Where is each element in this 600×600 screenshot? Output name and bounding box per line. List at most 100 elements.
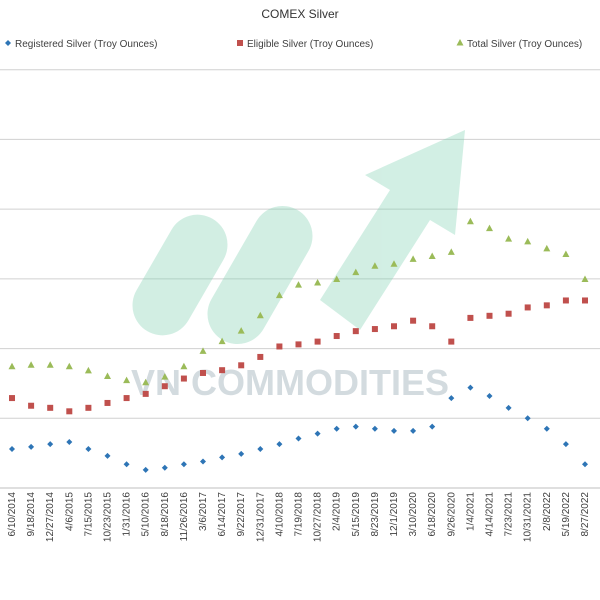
data-point: [562, 297, 569, 304]
x-tick-label: 5/15/2019: [351, 492, 362, 537]
data-point: [543, 302, 550, 309]
data-point: [524, 415, 531, 422]
x-tick-label: 9/18/2014: [26, 492, 37, 537]
data-point: [562, 441, 569, 448]
x-tick-label: 8/18/2016: [160, 492, 171, 537]
x-tick-label: 5/19/2022: [561, 492, 572, 537]
x-tick-label: 8/27/2022: [580, 492, 591, 537]
data-point: [505, 310, 512, 317]
x-tick-label: 10/23/2015: [103, 492, 114, 542]
data-point: [314, 430, 321, 437]
x-tick-label: 4/10/2018: [274, 492, 285, 537]
data-point: [371, 425, 378, 432]
data-point: [456, 39, 464, 46]
data-point: [84, 366, 92, 374]
data-point: [238, 362, 245, 369]
data-point: [47, 441, 54, 448]
data-point: [295, 281, 302, 288]
legend-label: Eligible Silver (Troy Ounces): [247, 39, 373, 50]
legend-label: Total Silver (Troy Ounces): [467, 39, 582, 50]
data-point: [410, 427, 417, 434]
x-tick-label: 12/1/2019: [389, 492, 400, 537]
data-point: [9, 445, 15, 452]
data-point: [524, 304, 531, 311]
watermark-text: VN COMMODITIES: [131, 362, 449, 403]
chart-title: COMEX Silver: [261, 7, 338, 21]
data-point: [180, 362, 188, 370]
data-point: [142, 390, 149, 397]
data-point: [161, 373, 169, 380]
data-point: [200, 458, 206, 465]
data-point: [200, 369, 206, 376]
data-point: [257, 445, 264, 452]
x-tick-label: 9/26/2020: [446, 492, 457, 537]
x-tick-label: 12/27/2014: [45, 492, 56, 542]
data-point: [333, 275, 341, 283]
watermark-shape: [320, 130, 465, 330]
data-point: [562, 250, 570, 257]
x-tick-label: 2/4/2019: [332, 492, 343, 531]
data-point: [27, 361, 35, 368]
data-point: [65, 362, 73, 370]
data-point: [352, 423, 359, 430]
data-point: [428, 252, 436, 260]
data-point: [161, 464, 168, 471]
data-point: [142, 466, 149, 473]
x-tick-label: 3/6/2017: [198, 492, 209, 531]
data-point: [218, 337, 226, 345]
x-tick-label: 2/8/2022: [542, 492, 553, 531]
data-point: [314, 338, 321, 345]
data-point: [410, 317, 417, 324]
data-point: [466, 217, 474, 225]
data-point: [486, 224, 493, 232]
data-point: [352, 328, 359, 335]
x-tick-label: 7/15/2015: [83, 492, 94, 537]
data-point: [85, 445, 92, 452]
data-point: [371, 326, 378, 333]
data-point: [581, 275, 589, 283]
x-tick-label: 6/10/2014: [7, 492, 18, 537]
data-point: [46, 361, 54, 368]
data-point: [237, 327, 245, 334]
data-point: [275, 291, 283, 299]
data-point: [543, 244, 551, 252]
data-point: [28, 402, 35, 409]
data-point: [582, 461, 588, 468]
data-point: [256, 311, 264, 319]
x-tick-label: 9/22/2017: [236, 492, 247, 537]
data-point: [505, 404, 512, 411]
data-point: [314, 279, 322, 286]
data-point: [238, 450, 245, 457]
data-point: [276, 441, 283, 448]
x-tick-label: 4/14/2021: [485, 492, 496, 537]
data-point: [391, 427, 397, 434]
data-point: [429, 423, 436, 430]
data-point: [104, 452, 111, 459]
x-tick-label: 3/10/2020: [408, 492, 419, 537]
x-tick-label: 11/26/2016: [179, 492, 190, 542]
data-point: [142, 378, 150, 386]
data-point: [276, 343, 283, 350]
data-point: [237, 40, 243, 46]
x-tick-label: 10/27/2018: [313, 492, 324, 542]
legend-label: Registered Silver (Troy Ounces): [15, 39, 157, 50]
data-point: [352, 268, 360, 276]
data-point: [447, 248, 455, 255]
x-tick-label: 7/23/2021: [504, 492, 515, 537]
data-point: [467, 384, 474, 391]
x-tick-label: 6/18/2020: [427, 492, 438, 537]
data-point: [104, 399, 111, 406]
x-tick-label: 1/4/2021: [465, 492, 476, 531]
x-tick-label: 8/23/2019: [370, 492, 381, 537]
data-point: [161, 383, 168, 390]
data-point: [123, 376, 131, 384]
data-point: [390, 260, 398, 267]
data-point: [295, 435, 302, 442]
data-point: [199, 347, 207, 354]
data-point: [123, 395, 130, 402]
x-tick-label: 12/31/2017: [255, 492, 266, 542]
data-point: [486, 312, 493, 319]
data-point: [9, 395, 15, 402]
data-point: [180, 375, 187, 382]
data-point: [123, 461, 130, 468]
